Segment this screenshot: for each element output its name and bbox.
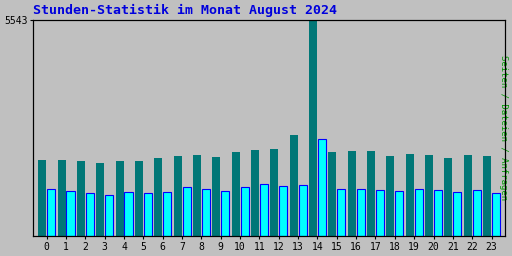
Bar	[105, 195, 113, 236]
Bar	[116, 161, 124, 236]
Bar	[202, 189, 210, 236]
Bar	[387, 156, 394, 236]
Bar	[425, 155, 433, 236]
Bar	[182, 187, 190, 236]
Bar	[231, 152, 240, 236]
Bar	[453, 192, 461, 236]
Bar	[86, 193, 94, 236]
Bar	[174, 156, 182, 236]
Bar	[38, 160, 47, 236]
Text: Stunden-Statistik im Monat August 2024: Stunden-Statistik im Monat August 2024	[33, 4, 337, 17]
Bar	[290, 135, 298, 236]
Bar	[241, 187, 249, 236]
Bar	[193, 155, 201, 236]
Y-axis label: Seiten / Dateien / Anfragen: Seiten / Dateien / Anfragen	[499, 56, 508, 201]
Bar	[483, 156, 491, 236]
Bar	[251, 150, 259, 236]
Bar	[492, 193, 500, 236]
Bar	[279, 186, 287, 236]
Bar	[163, 192, 172, 236]
Bar	[395, 191, 403, 236]
Bar	[57, 160, 66, 236]
Bar	[318, 140, 326, 236]
Bar	[434, 190, 442, 236]
Bar	[464, 155, 472, 236]
Bar	[367, 151, 375, 236]
Bar	[212, 157, 220, 236]
Bar	[444, 158, 453, 236]
Bar	[260, 184, 268, 236]
Bar	[135, 161, 143, 236]
Bar	[221, 190, 229, 236]
Bar	[270, 149, 279, 236]
Bar	[144, 193, 152, 236]
Bar	[298, 185, 307, 236]
Bar	[96, 163, 104, 236]
Bar	[348, 151, 356, 236]
Bar	[47, 189, 55, 236]
Bar	[415, 189, 423, 236]
Bar	[337, 189, 345, 236]
Bar	[473, 190, 481, 236]
Bar	[124, 192, 133, 236]
Bar	[406, 154, 414, 236]
Bar	[328, 152, 336, 236]
Bar	[67, 191, 75, 236]
Bar	[376, 190, 384, 236]
Bar	[356, 189, 365, 236]
Bar	[154, 158, 162, 236]
Bar	[309, 20, 317, 236]
Bar	[77, 161, 85, 236]
